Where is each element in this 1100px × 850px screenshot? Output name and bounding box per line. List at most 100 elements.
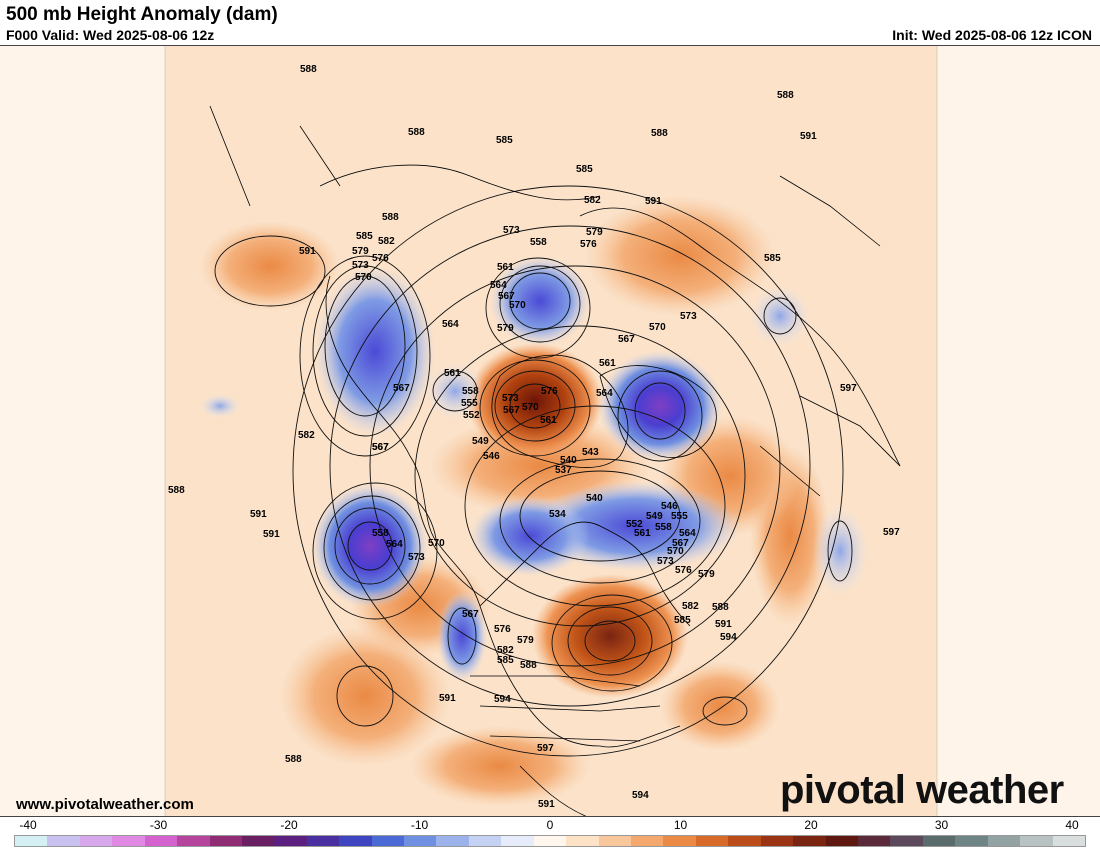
contour-label: 555 [461, 398, 478, 409]
contour-label: 558 [462, 386, 479, 397]
contour-label: 561 [444, 368, 461, 379]
contour-label: 585 [356, 231, 373, 242]
contour-label: 534 [549, 509, 566, 520]
brand-logo-text: pivotal weather [780, 768, 1064, 812]
colorbar-swatch [566, 836, 599, 846]
colorbar-swatch [306, 836, 340, 846]
contour-label: 588 [168, 485, 185, 496]
colorbar-swatch [793, 836, 826, 846]
contour-label: 597 [840, 383, 857, 394]
colorbar-swatch [177, 836, 210, 846]
contour-label: 591 [263, 529, 280, 540]
contour-label: 573 [352, 260, 369, 271]
contour-label: 576 [675, 565, 692, 576]
contour-label: 594 [632, 790, 649, 801]
colorbar-tick-label: -40 [19, 818, 37, 832]
contour-label: 588 [285, 754, 302, 765]
contour-label: 564 [490, 280, 507, 291]
contour-label: 588 [408, 127, 425, 138]
contour-label: 543 [582, 447, 599, 458]
contour-label: 591 [439, 693, 456, 704]
contour-label: 573 [657, 556, 674, 567]
contour-label: 591 [800, 131, 817, 142]
contour-label: 573 [503, 225, 520, 236]
colorbar-swatch [598, 836, 632, 846]
contour-label: 564 [596, 388, 613, 399]
contour-label: 579 [586, 227, 603, 238]
contour-label: 582 [497, 645, 514, 656]
contour-label: 567 [372, 442, 389, 453]
colorbar-swatch [404, 836, 437, 846]
anomaly-map: 588 588 585 588 585 582 591 588 591 573 … [0, 45, 1100, 817]
colorbar-swatch [631, 836, 664, 846]
init-time-label: Init: Wed 2025-08-06 12z ICON [892, 27, 1092, 43]
colorbar-swatch [79, 836, 113, 846]
contour-labels: 588 588 585 588 585 582 591 588 591 573 … [168, 64, 900, 810]
contour-label: 576 [580, 239, 597, 250]
colorbar-tick-label: 0 [546, 818, 554, 832]
contour-label: 555 [671, 511, 688, 522]
contour-label: 594 [720, 632, 737, 643]
colorbar-swatch [241, 836, 275, 846]
colorbar-swatch [436, 836, 469, 846]
contour-label: 564 [386, 539, 403, 550]
contour-label: 579 [497, 323, 514, 334]
colorbar-swatch [760, 836, 794, 846]
contour-label: 567 [672, 538, 689, 549]
colorbar-swatch [728, 836, 761, 846]
colorbar-swatch [15, 836, 48, 846]
contour-label: 582 [298, 430, 315, 441]
contour-label: 564 [679, 528, 696, 539]
contour-label: 582 [378, 236, 395, 247]
colorbar-swatch [1020, 836, 1053, 846]
contour-label: 573 [502, 393, 519, 404]
contour-label: 549 [646, 511, 663, 522]
colorbar-tick-label: 20 [804, 818, 818, 832]
contour-label: 561 [497, 262, 514, 273]
colorbar-swatch [371, 836, 405, 846]
contour-label: 567 [462, 609, 479, 620]
contour-label: 588 [300, 64, 317, 75]
contour-label: 540 [560, 455, 577, 466]
contour-label: 567 [393, 383, 410, 394]
colorbar-swatch [890, 836, 923, 846]
contour-label: 558 [372, 528, 389, 539]
contour-label: 561 [540, 415, 557, 426]
contour-label: 585 [497, 655, 514, 666]
contour-label: 561 [599, 358, 616, 369]
contour-label: 570 [428, 538, 445, 549]
website-label: www.pivotalweather.com [16, 796, 194, 813]
colorbar-swatch [47, 836, 80, 846]
colorbar-tick-label: 10 [673, 818, 688, 832]
contour-label: 585 [576, 164, 593, 175]
colorbar-swatch [1052, 836, 1085, 846]
contour-label: 546 [483, 451, 500, 462]
colorbar-tick-label: -30 [149, 818, 168, 832]
colorbar-swatch [922, 836, 956, 846]
contour-label: 561 [634, 528, 651, 539]
anomaly-colorbar [14, 835, 1086, 847]
colorbar-swatch [987, 836, 1021, 846]
contour-label: 585 [496, 135, 513, 146]
contour-label: 567 [372, 442, 389, 453]
colorbar-swatch [533, 836, 567, 846]
contour-label: 597 [537, 743, 554, 754]
contour-label: 576 [372, 253, 389, 264]
contour-label: 537 [555, 465, 572, 476]
contour-label: 576 [494, 624, 511, 635]
colorbar-tick-label: -20 [280, 818, 298, 832]
contour-label: 585 [674, 615, 691, 626]
colorbar-swatch [825, 836, 858, 846]
contour-label: 558 [530, 237, 547, 248]
contour-label: 579 [352, 246, 369, 257]
contour-label: 591 [250, 509, 267, 520]
contour-label: 591 [715, 619, 732, 630]
contour-label: 567 [503, 405, 520, 416]
contour-label: 564 [442, 319, 459, 330]
contour-label: 558 [655, 522, 672, 533]
colorbar-swatch [501, 836, 534, 846]
contour-label: 570 [355, 272, 372, 283]
contour-label: 588 [712, 602, 729, 613]
contour-label: 582 [682, 601, 699, 612]
contour-label: 576 [541, 386, 558, 397]
